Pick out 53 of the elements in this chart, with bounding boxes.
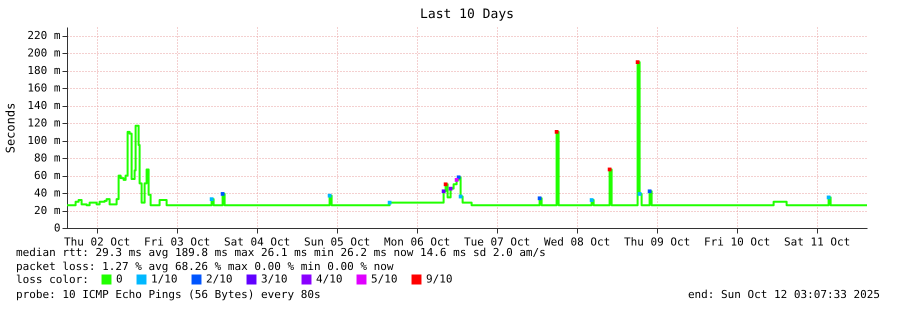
point [388,200,392,205]
x-tick-label: Thu 02 Oct [64,236,130,248]
legend-label: 5/10 [371,272,398,286]
x-tick-label: Sun 05 Oct [304,236,370,248]
chart-title: Last 10 Days [420,7,514,22]
x-tick-label: Mon 06 Oct [384,236,450,248]
y-tick-label: 40 m [34,186,61,200]
point [444,182,448,186]
x-tick-label: Sat 04 Oct [224,236,290,248]
x-tick-label: Wed 08 Oct [544,236,610,248]
text: end: Sun Oct 12 03:07:33 2025 [688,288,880,301]
point [328,194,332,198]
y-tick-label: 100 m [27,134,61,148]
x-tick-label: Tue 07 Oct [464,236,530,248]
point [220,192,224,196]
point [636,60,640,64]
y-tick-label: 60 m [34,169,61,182]
legend-label: 2/10 [206,272,232,286]
y-tick-label: 120 m [27,116,61,130]
text: median rtt: 29.3 ms avg 189.8 ms max 26.1 ms min 26.2 ms now 14.6 ms sd 2.0 am/s [16,246,546,259]
y-tick-label: 180 m [27,64,61,78]
point [590,198,594,202]
y-tick-label: 140 m [27,99,61,112]
point [448,186,452,191]
point [638,192,642,196]
y-tick-label: 220 m [27,29,61,42]
point [458,194,462,198]
y-axis-title: Seconds [3,102,18,154]
x-tick-label: Fri 03 Oct [144,236,210,248]
legend-label: 3/10 [261,272,288,286]
legend-label: 4/10 [316,272,342,286]
x-tick-label: Sat 11 Oct [784,236,850,248]
legend-label: 0 [116,272,123,286]
point [648,189,652,194]
text: probe: 10 ICMP Echo Pings (56 Bytes) every 80s [16,288,321,301]
y-tick-label: 160 m [27,82,61,95]
legend-title: loss color: [16,273,89,286]
point [454,178,458,182]
y-tick-label: 20 m [34,204,61,218]
x-tick-label: Thu 09 Oct [624,236,690,248]
y-tick-label: 0 [54,222,60,234]
y-tick-label: 80 m [34,152,61,165]
legend-label: 1/10 [151,272,178,286]
point [210,197,214,202]
point [554,130,558,134]
y-tick-label: 200 m [27,46,61,60]
point [826,196,830,200]
legend-label: 9/10 [426,272,452,286]
point [442,189,446,194]
text: packet loss: 1.27 % avg 68.26 % max 0.00 % min 0.00 % now [16,260,394,273]
x-tick-label: Fri 10 Oct [704,236,770,248]
point [608,168,612,172]
point [538,196,542,200]
